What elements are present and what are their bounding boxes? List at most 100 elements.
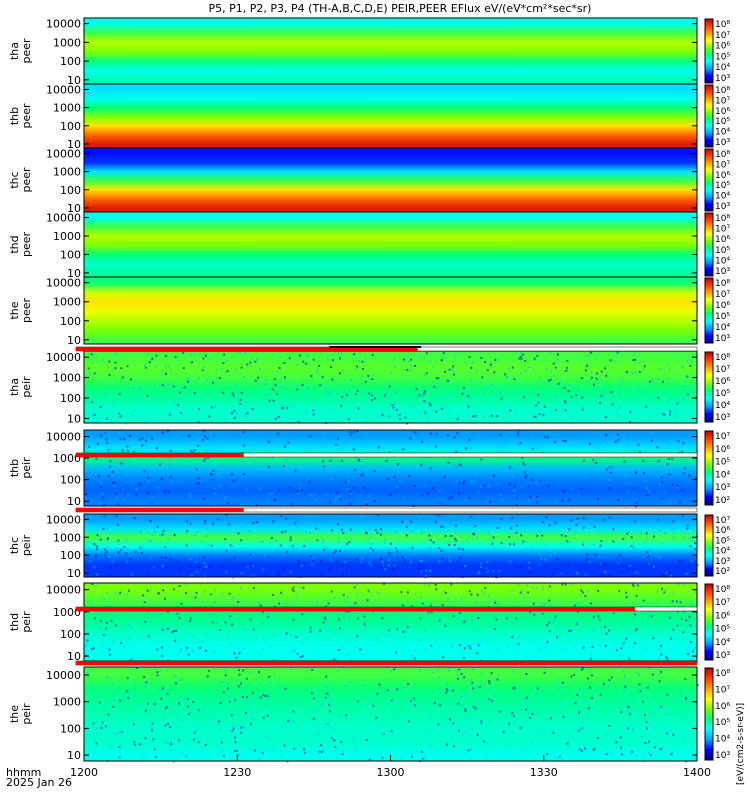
panel-label-species: peir (20, 457, 33, 479)
y-tick-label: 1000 (53, 102, 81, 115)
x-tick-label: 1200 (70, 766, 98, 779)
x-axis-label-date: 2025 Jan 26 (6, 776, 72, 789)
panel-label-species: peer (20, 38, 33, 64)
noise-tha-peir (87, 351, 698, 425)
colorbar-tick-label: 10⁵ (715, 536, 730, 546)
colorbar-tick-label: 10⁷ (715, 290, 730, 300)
panel-frame (83, 429, 698, 507)
x-axis-label-hhmm: hhmm (6, 766, 41, 779)
panel-thb-peir: 10 100 1000 10000 thb peir 10⁷ 10⁶ 10⁵ 10⁴ 10³ 10² (8, 429, 730, 508)
colorbar-tick-label: 10⁵ (715, 458, 730, 468)
colorbar-tick-label: 10⁶ (715, 526, 730, 536)
colorbar-tick-label: 10⁸ (715, 214, 730, 224)
colorbar-tha-peer (704, 18, 714, 84)
colorbar-tick-label: 10⁸ (715, 585, 730, 595)
chart-title: P5, P1, P2, P3, P4 (TH-A,B,C,D,E) PEIR,P… (209, 2, 592, 15)
y-tick-label: 10 (67, 567, 81, 580)
y-tick-label: 100 (60, 722, 81, 735)
colorbar-tick-label: 10⁶ (715, 171, 730, 181)
spectrogram-thd-peir (84, 583, 697, 661)
colorbar-tick-label: 10⁴ (715, 638, 730, 648)
mode-bar (75, 346, 698, 352)
mode-bar (75, 660, 698, 666)
panel-thd-peir: 10 100 1000 10000 thd peir 10⁸ 10⁷ 10⁶ 10⁵ 10⁴ 10³ (8, 582, 730, 663)
y-tick-label: 100 (60, 628, 81, 641)
panel-label-species: peir (20, 703, 33, 725)
y-tick-label: 10000 (46, 351, 81, 364)
y-tick-label: 100 (60, 392, 81, 405)
noise-the-peir (87, 667, 699, 763)
spectrogram-thb-peer (84, 84, 697, 148)
colorbar-tick-label: 10⁷ (715, 365, 730, 375)
mode-bar (75, 507, 698, 513)
colorbar-tick-label: 10⁶ (715, 42, 730, 52)
y-tick-label: 100 (60, 248, 81, 261)
panel-frame (83, 276, 698, 345)
y-tick-label: 10 (67, 749, 81, 762)
y-tick-label: 1000 (53, 372, 81, 385)
y-tick-label: 100 (60, 184, 81, 197)
y-tick-label: 10000 (46, 147, 81, 160)
spectrogram-tha-peer (84, 18, 697, 84)
colorbar-thc-peir (704, 514, 714, 577)
y-tick-label: 10000 (46, 584, 81, 597)
colorbar-tick-label: 10³ (715, 413, 730, 423)
panel-label-probe: thd (8, 235, 21, 253)
colorbar-the-peer (704, 277, 714, 344)
colorbar-tick-label: 10⁴ (715, 128, 730, 138)
colorbar-tick-label: 10⁷ (715, 96, 730, 106)
colorbar-tick-label: 10⁷ (715, 31, 730, 41)
colorbar-tick-label: 10⁵ (715, 389, 730, 399)
y-tick-label: 10 (67, 202, 81, 215)
colorbar-tick-label: 10⁸ (715, 20, 730, 30)
y-tick-label: 10000 (46, 669, 81, 682)
y-tick-label: 1000 (53, 36, 81, 49)
colorbar-thb-peer (704, 84, 714, 148)
colorbar-tick-label: 10⁷ (715, 432, 730, 442)
colorbar-tick-label: 10⁵ (715, 246, 730, 256)
y-tick-label: 100 (60, 120, 81, 133)
panel-label-species: peer (20, 167, 33, 193)
mode-bar (75, 606, 698, 612)
colorbar-thc-peer (704, 148, 714, 212)
colorbar-tick-label: 10⁸ (715, 353, 730, 363)
panel-label-species: peer (20, 103, 33, 129)
colorbar-tick-label: 10³ (715, 557, 730, 567)
y-tick-label: 10 (67, 334, 81, 347)
panel-label-probe: tha (8, 378, 21, 396)
y-tick-label: 1000 (53, 696, 81, 709)
panel-label-species: peer (20, 298, 33, 324)
y-tick-label: 100 (60, 549, 81, 562)
colorbar-tha-peir (704, 351, 714, 423)
x-tick-label: 1330 (530, 766, 558, 779)
colorbar-tick-label: 10³ (715, 334, 730, 344)
colorbar-tick-label: 10⁵ (715, 718, 730, 728)
colorbar-tick-label: 10⁶ (715, 445, 730, 455)
colorbar-tick-label: 10⁵ (715, 312, 730, 322)
y-tick-label: 10000 (46, 513, 81, 526)
colorbar-tick-label: 10⁶ (715, 377, 730, 387)
y-tick-label: 10000 (46, 18, 81, 31)
y-tick-label: 1000 (53, 452, 81, 465)
y-tick-label: 1000 (53, 606, 81, 619)
y-tick-label: 1000 (53, 531, 81, 544)
y-tick-label: 10 (67, 74, 81, 87)
panel-label-probe: the (8, 705, 21, 723)
panel-label-probe: thc (8, 537, 21, 554)
panel-label-probe: thb (8, 107, 21, 125)
colorbar-tick-label: 10⁷ (715, 225, 730, 235)
colorbar-thb-peir (704, 430, 714, 506)
y-tick-label: 10000 (46, 83, 81, 96)
colorbar-tick-label: 10³ (715, 751, 730, 761)
colorbar-tick-label: 10⁵ (715, 181, 730, 191)
colorbar-thd-peer (704, 212, 714, 277)
colorbar-tick-label: 10³ (715, 138, 730, 148)
x-axis: 1200 1230 1300 1330 1400 (70, 755, 711, 779)
colorbar-tick-label: 10⁵ (715, 117, 730, 127)
colorbar-tick-label: 10³ (715, 202, 730, 212)
colorbar-tick-label: 10⁶ (715, 107, 730, 117)
colorbar-tick-label: 10⁴ (715, 547, 730, 557)
